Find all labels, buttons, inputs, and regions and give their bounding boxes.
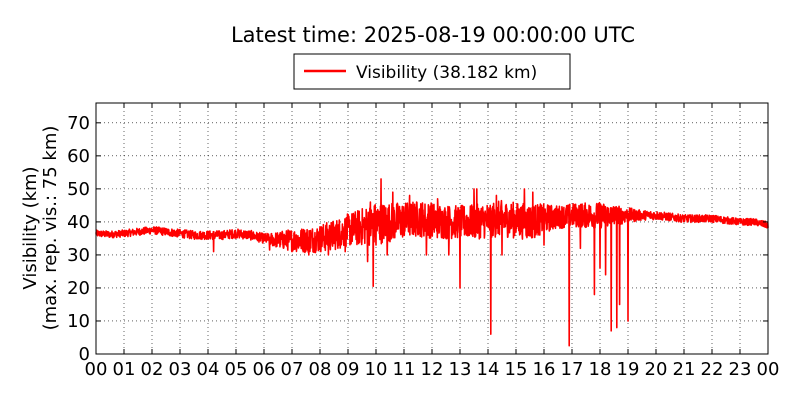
x-tick-label: 23 xyxy=(729,359,752,380)
x-tick-label: 06 xyxy=(253,359,276,380)
x-tick-label: 22 xyxy=(701,359,724,380)
y-tick-label: 0 xyxy=(79,344,90,365)
x-tick-label: 20 xyxy=(645,359,668,380)
y-axis-title: Visibility (km) xyxy=(20,166,41,289)
x-tick-label: 02 xyxy=(141,359,164,380)
y-tick-label: 50 xyxy=(67,179,90,200)
x-tick-label: 14 xyxy=(477,359,500,380)
y-tick-label: 70 xyxy=(67,113,90,134)
y-tick-label: 60 xyxy=(67,146,90,167)
y-tick-label: 20 xyxy=(67,278,90,299)
plot-frame xyxy=(95,102,769,355)
y-tick-label: 10 xyxy=(67,311,90,332)
x-tick-label: 16 xyxy=(533,359,556,380)
plot-series xyxy=(95,178,769,347)
legend-label: Visibility (38.182 km) xyxy=(356,63,537,83)
x-tick-label: 08 xyxy=(309,359,332,380)
x-tick-label: 15 xyxy=(505,359,528,380)
chart-title: Latest time: 2025-08-19 00:00:00 UTC xyxy=(231,23,635,47)
x-tick-label: 04 xyxy=(197,359,220,380)
x-tick-label: 19 xyxy=(617,359,640,380)
y-tick-label: 40 xyxy=(67,212,90,233)
x-tick-label: 17 xyxy=(561,359,584,380)
x-tick-label: 05 xyxy=(225,359,248,380)
y-tick-labels: 0 10 20 30 40 50 60 70 xyxy=(67,113,90,365)
series-line-visibility xyxy=(95,178,769,347)
x-tick-label: 12 xyxy=(421,359,444,380)
legend: Visibility (38.182 km) xyxy=(293,53,571,90)
x-tick-label: 10 xyxy=(365,359,388,380)
x-tick-labels: 00 01 02 03 04 05 06 07 08 09 10 11 12 13 14 15 16 17 18 19… xyxy=(85,359,780,380)
x-tick-label: 00 xyxy=(85,359,108,380)
y-axis-subtitle: (max. rep. vis.: 75 km) xyxy=(40,126,61,331)
x-tick-label: 00 xyxy=(757,359,780,380)
x-tick-label: 01 xyxy=(113,359,136,380)
x-tick-label: 13 xyxy=(449,359,472,380)
x-tick-label: 03 xyxy=(169,359,192,380)
x-tick-label: 21 xyxy=(673,359,696,380)
y-tick-label: 30 xyxy=(67,245,90,266)
axes xyxy=(95,102,769,355)
y-axis-label: Visibility (km) (max. rep. vis.: 75 km) xyxy=(20,126,61,331)
x-tick-label: 11 xyxy=(393,359,416,380)
x-tick-label: 07 xyxy=(281,359,304,380)
x-tick-label: 18 xyxy=(589,359,612,380)
x-tick-label: 09 xyxy=(337,359,360,380)
